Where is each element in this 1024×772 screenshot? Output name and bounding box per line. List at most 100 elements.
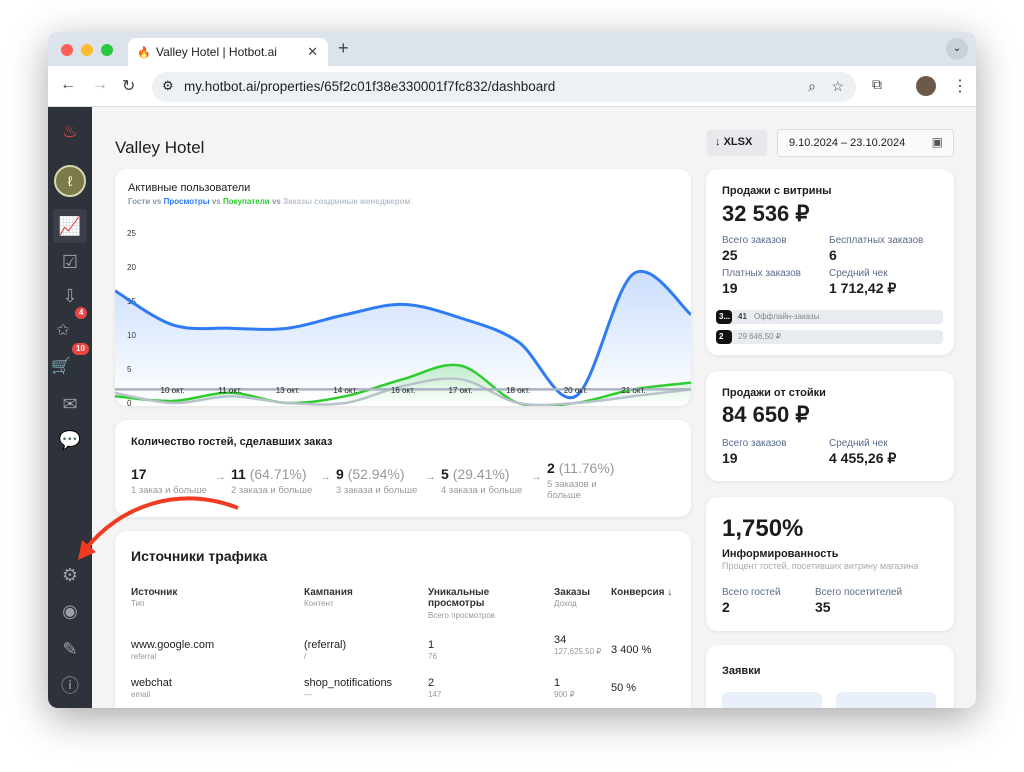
active-users-card: Активные пользователи Гости vs Просмотры… [115, 169, 691, 406]
table-header-sub: Тип [131, 599, 145, 608]
date-range-picker[interactable]: 9.10.2024 – 23.10.2024 ▣ [777, 129, 954, 157]
table-cell-conversion: 50 % [611, 682, 637, 694]
maximize-window-button[interactable] [101, 44, 113, 56]
funnel-step-label: 1 заказ и больше [131, 485, 207, 496]
table-header-2: Уникальные просмотры [428, 587, 490, 609]
avatar[interactable]: ℓ [54, 165, 86, 197]
funnel-title: Количество гостей, сделавших заказ [131, 436, 333, 448]
traffic-title: Источники трафика [131, 548, 268, 564]
inbox-star-icon[interactable]: ✩ [56, 322, 70, 339]
close-window-button[interactable] [61, 44, 73, 56]
request-tile[interactable] [722, 692, 822, 708]
arrow-right-icon: → [531, 471, 542, 483]
stat-value: 1 712,42 ₽ [829, 280, 897, 296]
stat-label: Всего гостей [722, 587, 781, 598]
gear-icon[interactable]: ⚙ [61, 565, 79, 585]
legend-item[interactable]: Гости [128, 197, 151, 206]
requests-card: Заявки [706, 645, 954, 708]
minimize-window-button[interactable] [81, 44, 93, 56]
legend-item[interactable]: Заказы созданные менеджером [283, 197, 411, 206]
storefront-sales-card: Продажи с витрины 32 536 ₽ Всего заказов… [706, 169, 954, 355]
forward-icon[interactable]: → [92, 76, 108, 93]
url-text: my.hotbot.ai/properties/65f2c01f38e33000… [184, 79, 556, 94]
browser-tab[interactable]: 🔥 Valley Hotel | Hotbot.ai ✕ [128, 38, 328, 66]
table-cell-campaign: (referral) [304, 639, 347, 651]
help-icon[interactable]: ⓘ [61, 676, 79, 696]
x-tick-label: 16 окт. [391, 386, 415, 395]
new-tab-button[interactable]: + [338, 38, 349, 58]
table-cell-orders: 34 [554, 634, 567, 646]
extensions-icon[interactable]: ⧉ [872, 76, 882, 92]
tab-title: Valley Hotel | Hotbot.ai [156, 45, 277, 59]
bookmark-star-icon[interactable]: ☆ [831, 78, 844, 94]
awareness-card: 1,750% Информированность Процент гостей,… [706, 497, 954, 631]
x-tick-label: 20 окт. [564, 386, 588, 395]
close-tab-icon[interactable]: ✕ [307, 44, 318, 59]
user-icon[interactable]: ◉ [62, 601, 78, 621]
date-range-text: 9.10.2024 – 23.10.2024 [789, 137, 906, 149]
stat-value: 4 455,26 ₽ [829, 450, 897, 466]
browser-window: 🔥 Valley Hotel | Hotbot.ai ✕ + ⌄ ← → ↻ ⚙… [48, 32, 976, 708]
table-cell-revenue: 127,625.50 ₽ [554, 647, 602, 656]
request-tile[interactable] [836, 692, 936, 708]
funnel-percent: (64.71%) [249, 466, 307, 482]
check-icon[interactable]: ☑ [61, 252, 79, 272]
legend-item[interactable]: Просмотры [163, 197, 210, 206]
guest-orders-funnel-card: Количество гостей, сделавших заказ 17 1 … [115, 420, 691, 517]
export-xlsx-button[interactable]: ↓ XLSX [707, 130, 767, 156]
stat-label: Всего заказов [722, 438, 787, 449]
table-cell-content: — [304, 690, 312, 699]
zoom-icon[interactable]: ⌕ [808, 78, 816, 94]
analytics-icon[interactable]: 📈 [53, 209, 87, 243]
table-header-sub: Всего просмотров [428, 611, 496, 620]
tab-bar: 🔥 Valley Hotel | Hotbot.ai ✕ + ⌄ [48, 32, 976, 66]
reload-icon[interactable]: ↻ [122, 78, 136, 95]
flame-icon: 🔥 [137, 47, 151, 59]
series-line-Заказы созданные менеджером [115, 377, 691, 406]
profile-avatar[interactable] [916, 76, 936, 96]
table-cell-unique: 2 [428, 677, 435, 689]
bar-fill-tag: 3... [716, 310, 732, 324]
funnel-count: 5 [441, 466, 449, 482]
series-line-Покупатели [115, 363, 691, 406]
mail-icon[interactable]: ✉ [62, 394, 78, 414]
active-users-chart: 051015202510 окт.11 окт.13 окт.14 окт.16… [115, 229, 691, 406]
calendar-icon: ▣ [931, 135, 943, 149]
cart-badge: 10 [72, 343, 89, 355]
stat-label: Средний чек [829, 438, 888, 449]
funnel-count: 11 [231, 466, 246, 482]
table-cell-total: 147 [428, 690, 442, 699]
url-input[interactable]: ⚙ my.hotbot.ai/properties/65f2c01f38e330… [152, 72, 856, 102]
counter-title: Продажи от стойки [722, 387, 826, 399]
counter-amount: 84 650 ₽ [722, 402, 810, 427]
legend-separator: vs [152, 197, 162, 206]
browser-menu-icon[interactable]: ⋮ [952, 78, 968, 95]
flame-icon[interactable]: ♨ [61, 121, 79, 141]
pencil-icon[interactable]: ✎ [62, 639, 78, 659]
table-cell-source: webchat [131, 677, 172, 689]
site-settings-icon[interactable]: ⚙ [162, 78, 174, 93]
requests-title: Заявки [722, 665, 761, 677]
chart-legend: Гости vs Просмотры vs Покупатели vs Зака… [128, 197, 410, 206]
series-area-1 [115, 271, 691, 403]
table-cell-campaign: shop_notifications [304, 677, 393, 689]
tab-menu-button[interactable]: ⌄ [946, 38, 968, 60]
cart-icon[interactable]: 🛒 [51, 358, 71, 375]
bar-text: 29 646,50 ₽ [738, 332, 781, 341]
funnel-count: 2 [547, 460, 555, 476]
chat-icon[interactable]: 💬 [58, 430, 82, 450]
table-cell-orders: 1 [554, 677, 561, 689]
export-label: XLSX [723, 136, 753, 148]
funnel-step-value: 2 (11.76%) [547, 460, 614, 476]
storefront-amount: 32 536 ₽ [722, 201, 810, 226]
funnel-step-label: 2 заказа и больше [231, 485, 313, 496]
funnel-count: 17 [131, 466, 147, 482]
table-header-sub: Контент [304, 599, 334, 608]
inbox-download-icon[interactable]: ⇩ [62, 286, 78, 306]
x-tick-label: 14 окт. [333, 386, 357, 395]
stat-value: 35 [815, 599, 831, 615]
legend-item[interactable]: Покупатели [222, 197, 270, 206]
download-icon: ↓ [715, 136, 724, 148]
back-icon[interactable]: ← [60, 76, 76, 93]
table-header-4[interactable]: Конверсия ↓ [611, 587, 673, 598]
